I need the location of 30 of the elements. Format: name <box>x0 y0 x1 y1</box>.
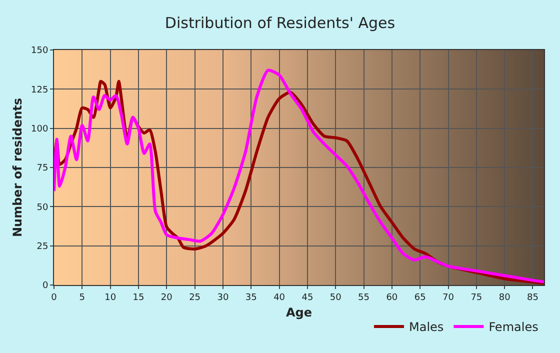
y-tick-label: 0 <box>42 281 48 292</box>
y-tick-label: 75 <box>36 164 48 174</box>
x-tick-label: 5 <box>79 292 86 303</box>
y-tick-label: 150 <box>31 46 48 56</box>
x-tick-label: 75 <box>470 292 482 303</box>
x-tick-label: 55 <box>358 292 370 303</box>
x-tick-label: 45 <box>302 292 314 303</box>
x-tick-label: 80 <box>498 292 511 303</box>
y-tick-label: 125 <box>31 85 48 96</box>
x-tick-label: 60 <box>386 292 398 303</box>
x-tick-label: 10 <box>104 292 116 303</box>
x-tick-label: 65 <box>414 292 426 303</box>
x-axis-title: Age <box>286 306 312 320</box>
y-tick-label: 50 <box>36 202 48 213</box>
x-tick-label: 0 <box>51 292 58 303</box>
legend-label: Females <box>488 320 538 334</box>
x-tick-label: 20 <box>160 292 173 303</box>
y-tick-label: 25 <box>36 242 48 252</box>
x-tick-label: 40 <box>274 292 286 303</box>
y-axis-title: Number of residents <box>10 98 24 238</box>
chart-title: Distribution of Residents' Ages <box>164 14 396 32</box>
x-tick-label: 25 <box>189 292 201 303</box>
x-tick-label: 15 <box>132 292 144 303</box>
x-tick-label: 50 <box>330 292 342 303</box>
x-tick-label: 35 <box>245 292 257 303</box>
legend-label: Males <box>409 320 444 334</box>
x-tick-label: 70 <box>442 292 454 303</box>
y-tick-label: 100 <box>31 124 48 134</box>
x-tick-label: 85 <box>527 292 538 303</box>
x-tick-label: 30 <box>217 292 229 303</box>
